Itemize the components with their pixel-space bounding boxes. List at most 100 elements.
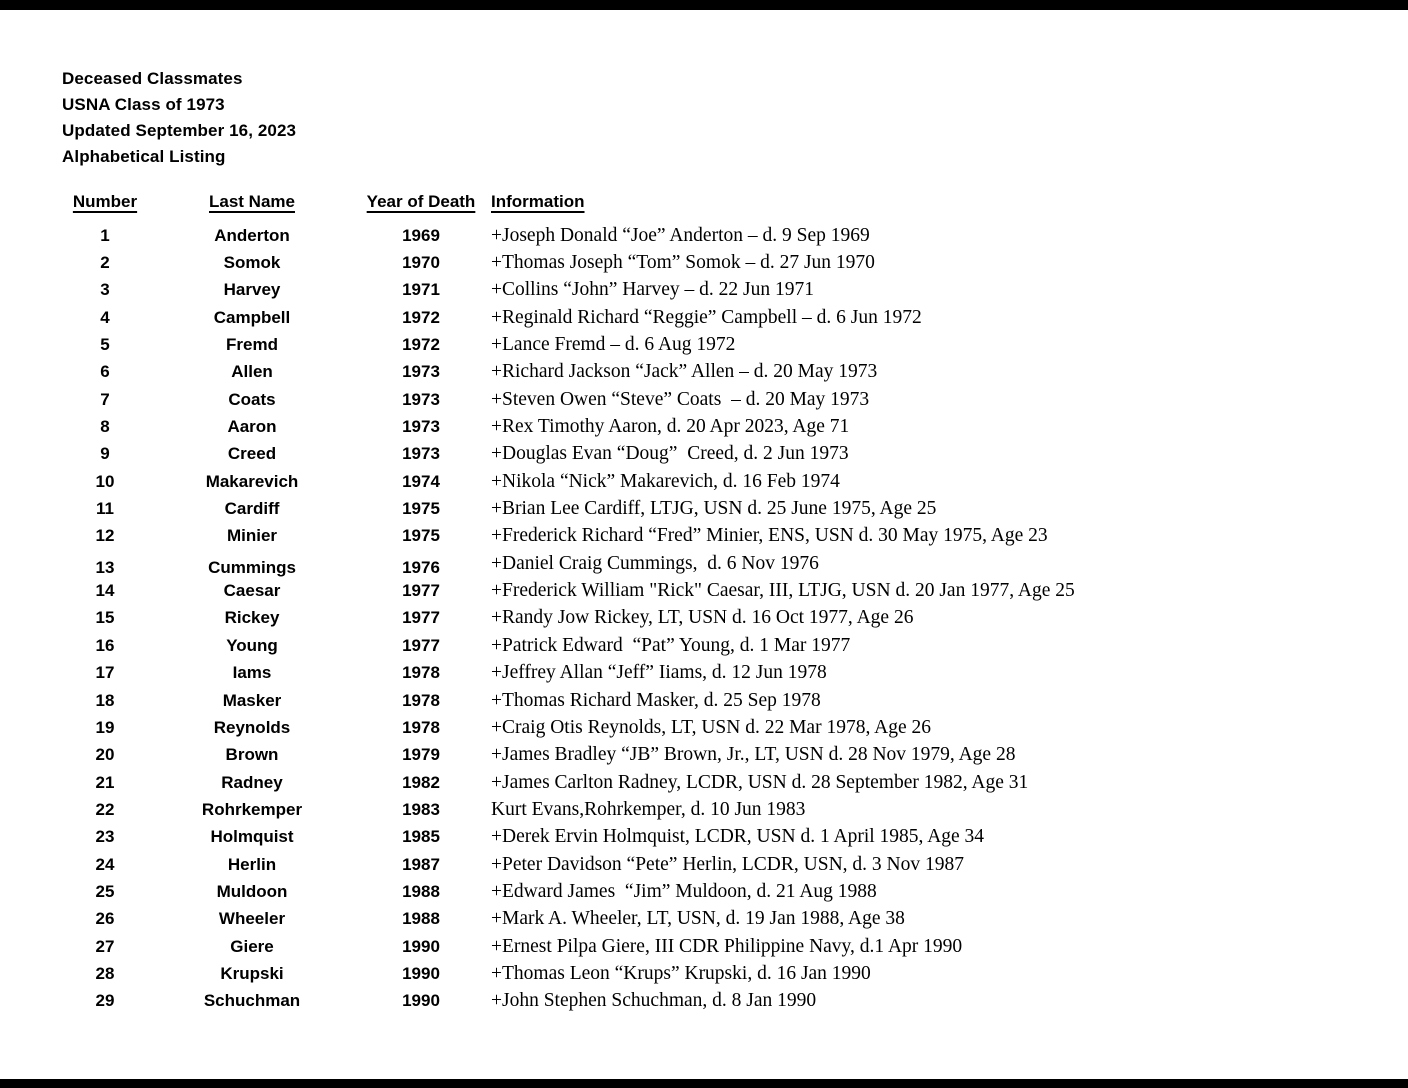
row-last-name-cell: Makarevich: [205, 471, 299, 491]
row-number-cell: 2: [100, 253, 110, 273]
row-last-name-cell: Reynolds: [213, 717, 291, 737]
table-row: 3 Harvey 1971 +Collins “John” Harvey – d. 2…: [62, 277, 1396, 304]
row-information-cell: +Ernest Pilpa Giere, III CDR Philippine …: [491, 935, 963, 957]
row-information-cell: +Jeffrey Allan “Jeff” Iiams, d. 12 Jun 1…: [491, 662, 827, 684]
row-information-cell: +Brian Lee Cardiff, LTJG, USN d. 25 June…: [491, 498, 937, 520]
row-year-cell: 1990: [402, 963, 440, 983]
row-information-cell: +John Stephen Schuchman, d. 8 Jan 1990: [491, 990, 817, 1012]
table-row: 21 Radney 1982 +James Carlton Radney, LCDR,…: [62, 769, 1396, 796]
row-number-cell: 7: [100, 389, 110, 409]
row-number-cell: 19: [95, 717, 115, 737]
table-row: 29 Schuchman 1990 +John Stephen Schuchman, …: [62, 988, 1396, 1015]
row-information-cell: +Reginald Richard “Reggie” Campbell – d.…: [491, 306, 922, 328]
document-subtitle: USNA Class of 1973: [62, 95, 225, 114]
row-last-name-cell: Masker: [222, 690, 282, 710]
column-header-information: Information: [491, 192, 585, 211]
scan-edge-bar-top: [0, 0, 1408, 10]
table-row: 8 Aaron 1973 +Rex Timothy Aaron, d. 20 Apr …: [62, 413, 1396, 440]
row-number-cell: 14: [95, 581, 115, 601]
row-year-cell: 1977: [402, 581, 440, 601]
row-year-cell: 1976: [402, 557, 440, 577]
table-row: 24 Herlin 1987 +Peter Davidson “Pete” Herli…: [62, 851, 1396, 878]
row-year-cell: 1982: [402, 772, 440, 792]
row-number-cell: 29: [95, 991, 115, 1011]
row-last-name-cell: Somok: [223, 253, 281, 273]
table-row: 12 Minier 1975 +Frederick Richard “Fred” Mi…: [62, 523, 1396, 550]
row-number-cell: 13: [95, 557, 115, 577]
table-row: 16 Young 1977 +Patrick Edward “Pat” Young, …: [62, 632, 1396, 659]
row-number-cell: 17: [95, 663, 115, 683]
table-row: 14 Caesar 1977 +Frederick William "Rick" Ca…: [62, 577, 1396, 604]
row-number-cell: 16: [95, 635, 115, 655]
row-information-cell: +Randy Jow Rickey, LT, USN d. 16 Oct 197…: [491, 607, 914, 629]
row-last-name-cell: Harvey: [223, 280, 281, 300]
row-number-cell: 18: [95, 690, 115, 710]
row-year-cell: 1985: [402, 827, 440, 847]
row-information-cell: +Patrick Edward “Pat” Young, d. 1 Mar 19…: [491, 634, 851, 656]
row-year-cell: 1978: [402, 663, 440, 683]
row-year-cell: 1973: [402, 362, 440, 382]
row-number-cell: 20: [95, 745, 115, 765]
row-number-cell: 28: [95, 963, 115, 983]
table-row: 27 Giere 1990 +Ernest Pilpa Giere, III CDR …: [62, 933, 1396, 960]
row-number-cell: 12: [95, 526, 115, 546]
row-last-name-cell: Schuchman: [203, 991, 301, 1011]
table-row: 26 Wheeler 1988 +Mark A. Wheeler, LT, USN, …: [62, 906, 1396, 933]
table-row: 20 Brown 1979 +James Bradley “JB” Brown, Jr…: [62, 742, 1396, 769]
row-information-cell: +Mark A. Wheeler, LT, USN, d. 19 Jan 198…: [491, 908, 905, 930]
table-header-row: Number Last Name Year of Death Informati…: [62, 192, 1396, 222]
table-row: 7 Coats 1973 +Steven Owen “Steve” Coats – d…: [62, 386, 1396, 413]
row-number-cell: 23: [95, 827, 115, 847]
row-information-cell: +Joseph Donald “Joe” Anderton – d. 9 Sep…: [491, 224, 870, 246]
row-year-cell: 1978: [402, 690, 440, 710]
row-year-cell: 1973: [402, 444, 440, 464]
row-number-cell: 9: [100, 444, 110, 464]
row-information-cell: +Richard Jackson “Jack” Allen – d. 20 Ma…: [491, 361, 878, 383]
table-row: 23 Holmquist 1985 +Derek Ervin Holmquist, L…: [62, 824, 1396, 851]
row-year-cell: 1973: [402, 417, 440, 437]
row-information-cell: +Edward James “Jim” Muldoon, d. 21 Aug 1…: [491, 880, 877, 902]
table-row: 4 Campbell 1972 +Reginald Richard “Reggie” …: [62, 304, 1396, 331]
row-number-cell: 8: [100, 417, 110, 437]
row-year-cell: 1983: [402, 799, 440, 819]
row-last-name-cell: Muldoon: [216, 881, 288, 901]
row-information-cell: +Thomas Joseph “Tom” Somok – d. 27 Jun 1…: [491, 252, 875, 274]
row-last-name-cell: Cummings: [208, 557, 296, 577]
row-last-name-cell: Brown: [225, 745, 279, 765]
document-title: Deceased Classmates: [62, 69, 243, 88]
row-last-name-cell: Allen: [231, 362, 273, 382]
row-year-cell: 1987: [402, 854, 440, 874]
row-year-cell: 1970: [402, 253, 440, 273]
row-last-name-cell: Aaron: [227, 417, 277, 437]
row-last-name-cell: Fremd: [226, 335, 278, 355]
document-header: Deceased Classmates USNA Class of 1973 U…: [62, 66, 296, 170]
row-year-cell: 1988: [402, 909, 440, 929]
row-information-cell: +James Carlton Radney, LCDR, USN d. 28 S…: [491, 771, 1029, 793]
row-year-cell: 1978: [402, 717, 440, 737]
column-header-number: Number: [72, 192, 138, 211]
row-year-cell: 1971: [402, 280, 440, 300]
row-year-cell: 1990: [402, 936, 440, 956]
row-information-cell: +Lance Fremd – d. 6 Aug 1972: [491, 334, 736, 356]
row-information-cell: +Nikola “Nick” Makarevich, d. 16 Feb 197…: [491, 470, 840, 492]
row-information-cell: +Daniel Craig Cummings, d. 6 Nov 1976: [491, 552, 819, 574]
row-number-cell: 22: [95, 799, 115, 819]
table-row: 25 Muldoon 1988 +Edward James “Jim” Muldoon…: [62, 878, 1396, 905]
column-header-year-of-death: Year of Death: [366, 192, 476, 211]
row-number-cell: 6: [100, 362, 110, 382]
column-header-last-name: Last Name: [209, 192, 295, 211]
table-row: 17 Iams 1978 +Jeffrey Allan “Jeff” Iiams, d…: [62, 660, 1396, 687]
row-year-cell: 1977: [402, 635, 440, 655]
row-last-name-cell: Creed: [227, 444, 277, 464]
row-year-cell: 1974: [402, 471, 440, 491]
row-last-name-cell: Anderton: [214, 225, 290, 245]
row-last-name-cell: Rohrkemper: [201, 799, 303, 819]
row-information-cell: Kurt Evans,Rohrkemper, d. 10 Jun 1983: [491, 798, 806, 820]
scan-edge-bar-bottom: [0, 1079, 1408, 1088]
row-information-cell: +Frederick William "Rick" Caesar, III, L…: [491, 580, 1075, 602]
row-year-cell: 1979: [402, 745, 440, 765]
row-last-name-cell: Young: [226, 635, 278, 655]
row-last-name-cell: Wheeler: [218, 909, 286, 929]
row-number-cell: 4: [100, 307, 110, 327]
